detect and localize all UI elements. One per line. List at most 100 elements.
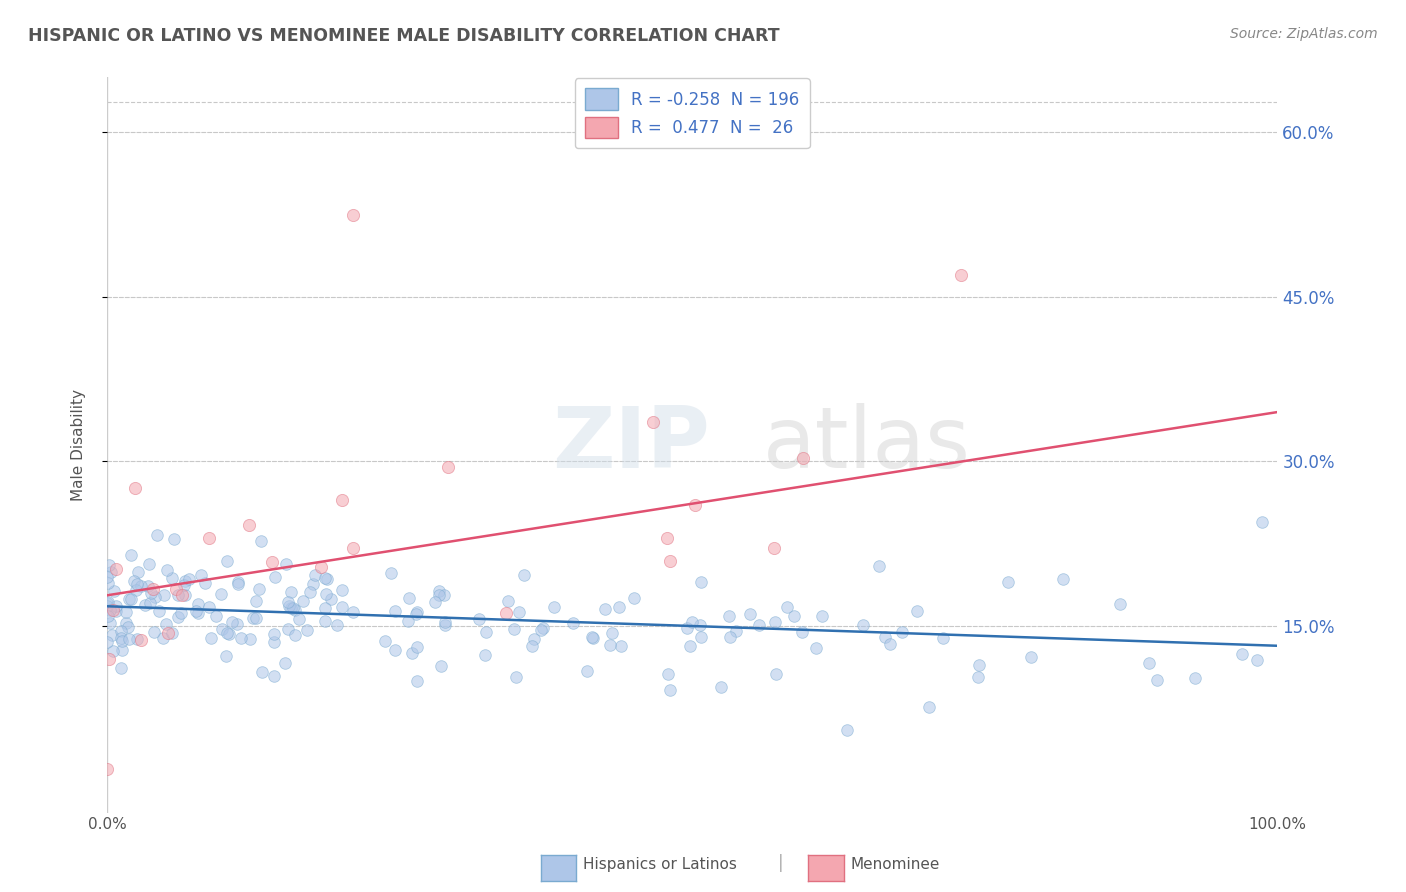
Point (139, 596, 162, 610)
Point (657, 666, 679, 681)
Point (384, 643, 406, 657)
Point (655, 531, 678, 545)
Point (97, 609, 120, 624)
Point (239, 632, 262, 647)
Text: HISPANIC OR LATINO VS MENOMINEE MALE DISABILITY CORRELATION CHART: HISPANIC OR LATINO VS MENOMINEE MALE DIS… (28, 27, 780, 45)
Point (274, 557, 297, 571)
Point (105, 599, 128, 614)
Point (314, 570, 336, 584)
Point (100, 565, 122, 579)
Point (852, 618, 875, 632)
Point (581, 630, 603, 644)
Point (134, 599, 156, 613)
Point (523, 632, 546, 647)
Point (156, 563, 179, 577)
Point (170, 588, 193, 602)
Point (315, 587, 337, 601)
Point (277, 599, 299, 614)
Point (1109, 597, 1132, 611)
Point (1184, 671, 1206, 685)
Point (314, 601, 336, 615)
Point (776, 600, 799, 615)
Point (314, 614, 336, 628)
Point (96, 635, 118, 649)
Point (217, 625, 239, 640)
Point (593, 601, 616, 615)
Point (311, 560, 333, 574)
Point (1052, 573, 1074, 587)
Point (332, 600, 354, 615)
Point (679, 639, 702, 653)
Point (610, 639, 633, 653)
Point (599, 638, 621, 652)
Point (748, 618, 770, 632)
Point (330, 492, 353, 507)
Point (245, 594, 267, 608)
Point (260, 554, 283, 568)
Point (427, 584, 450, 599)
Point (127, 577, 149, 591)
Point (218, 626, 240, 640)
Point (1250, 515, 1272, 529)
Point (932, 631, 955, 645)
Point (118, 592, 141, 607)
Point (513, 568, 536, 582)
Point (681, 615, 703, 629)
Point (165, 582, 187, 596)
Point (277, 622, 299, 636)
Point (905, 604, 928, 618)
Point (810, 609, 832, 624)
Point (1146, 673, 1168, 688)
Point (890, 625, 912, 640)
Point (114, 616, 136, 631)
Point (155, 617, 177, 632)
Point (398, 591, 420, 605)
Point (683, 499, 706, 513)
Point (790, 625, 813, 640)
Text: |: | (778, 855, 783, 872)
Point (96, 570, 118, 584)
Point (406, 673, 429, 688)
Point (263, 635, 285, 649)
Point (200, 631, 222, 645)
Point (117, 620, 139, 634)
Point (710, 680, 733, 694)
Point (531, 621, 554, 635)
Point (100, 615, 122, 630)
Point (432, 588, 454, 602)
Point (623, 591, 645, 605)
Point (502, 622, 524, 636)
Point (316, 572, 339, 586)
Point (659, 683, 682, 698)
Point (582, 631, 605, 645)
Point (281, 601, 304, 615)
Text: Hispanics or Latinos: Hispanics or Latinos (583, 857, 737, 872)
Point (98, 652, 121, 666)
Point (433, 615, 456, 629)
Point (142, 624, 165, 639)
Point (245, 610, 267, 624)
Point (231, 632, 253, 646)
Point (474, 648, 496, 663)
Point (97, 558, 120, 572)
Point (198, 599, 221, 614)
Point (690, 630, 713, 644)
Point (875, 630, 897, 644)
Point (689, 618, 711, 632)
Point (138, 558, 160, 572)
Point (918, 700, 941, 714)
Point (157, 626, 180, 640)
Point (221, 615, 243, 630)
Point (304, 568, 326, 582)
Point (103, 583, 125, 598)
Point (111, 643, 134, 657)
Point (718, 630, 741, 644)
Point (122, 574, 145, 588)
Point (1230, 647, 1253, 661)
Point (396, 614, 419, 628)
Point (129, 579, 152, 593)
Point (263, 627, 285, 641)
Point (184, 604, 207, 618)
Point (724, 624, 747, 638)
Point (194, 575, 217, 590)
